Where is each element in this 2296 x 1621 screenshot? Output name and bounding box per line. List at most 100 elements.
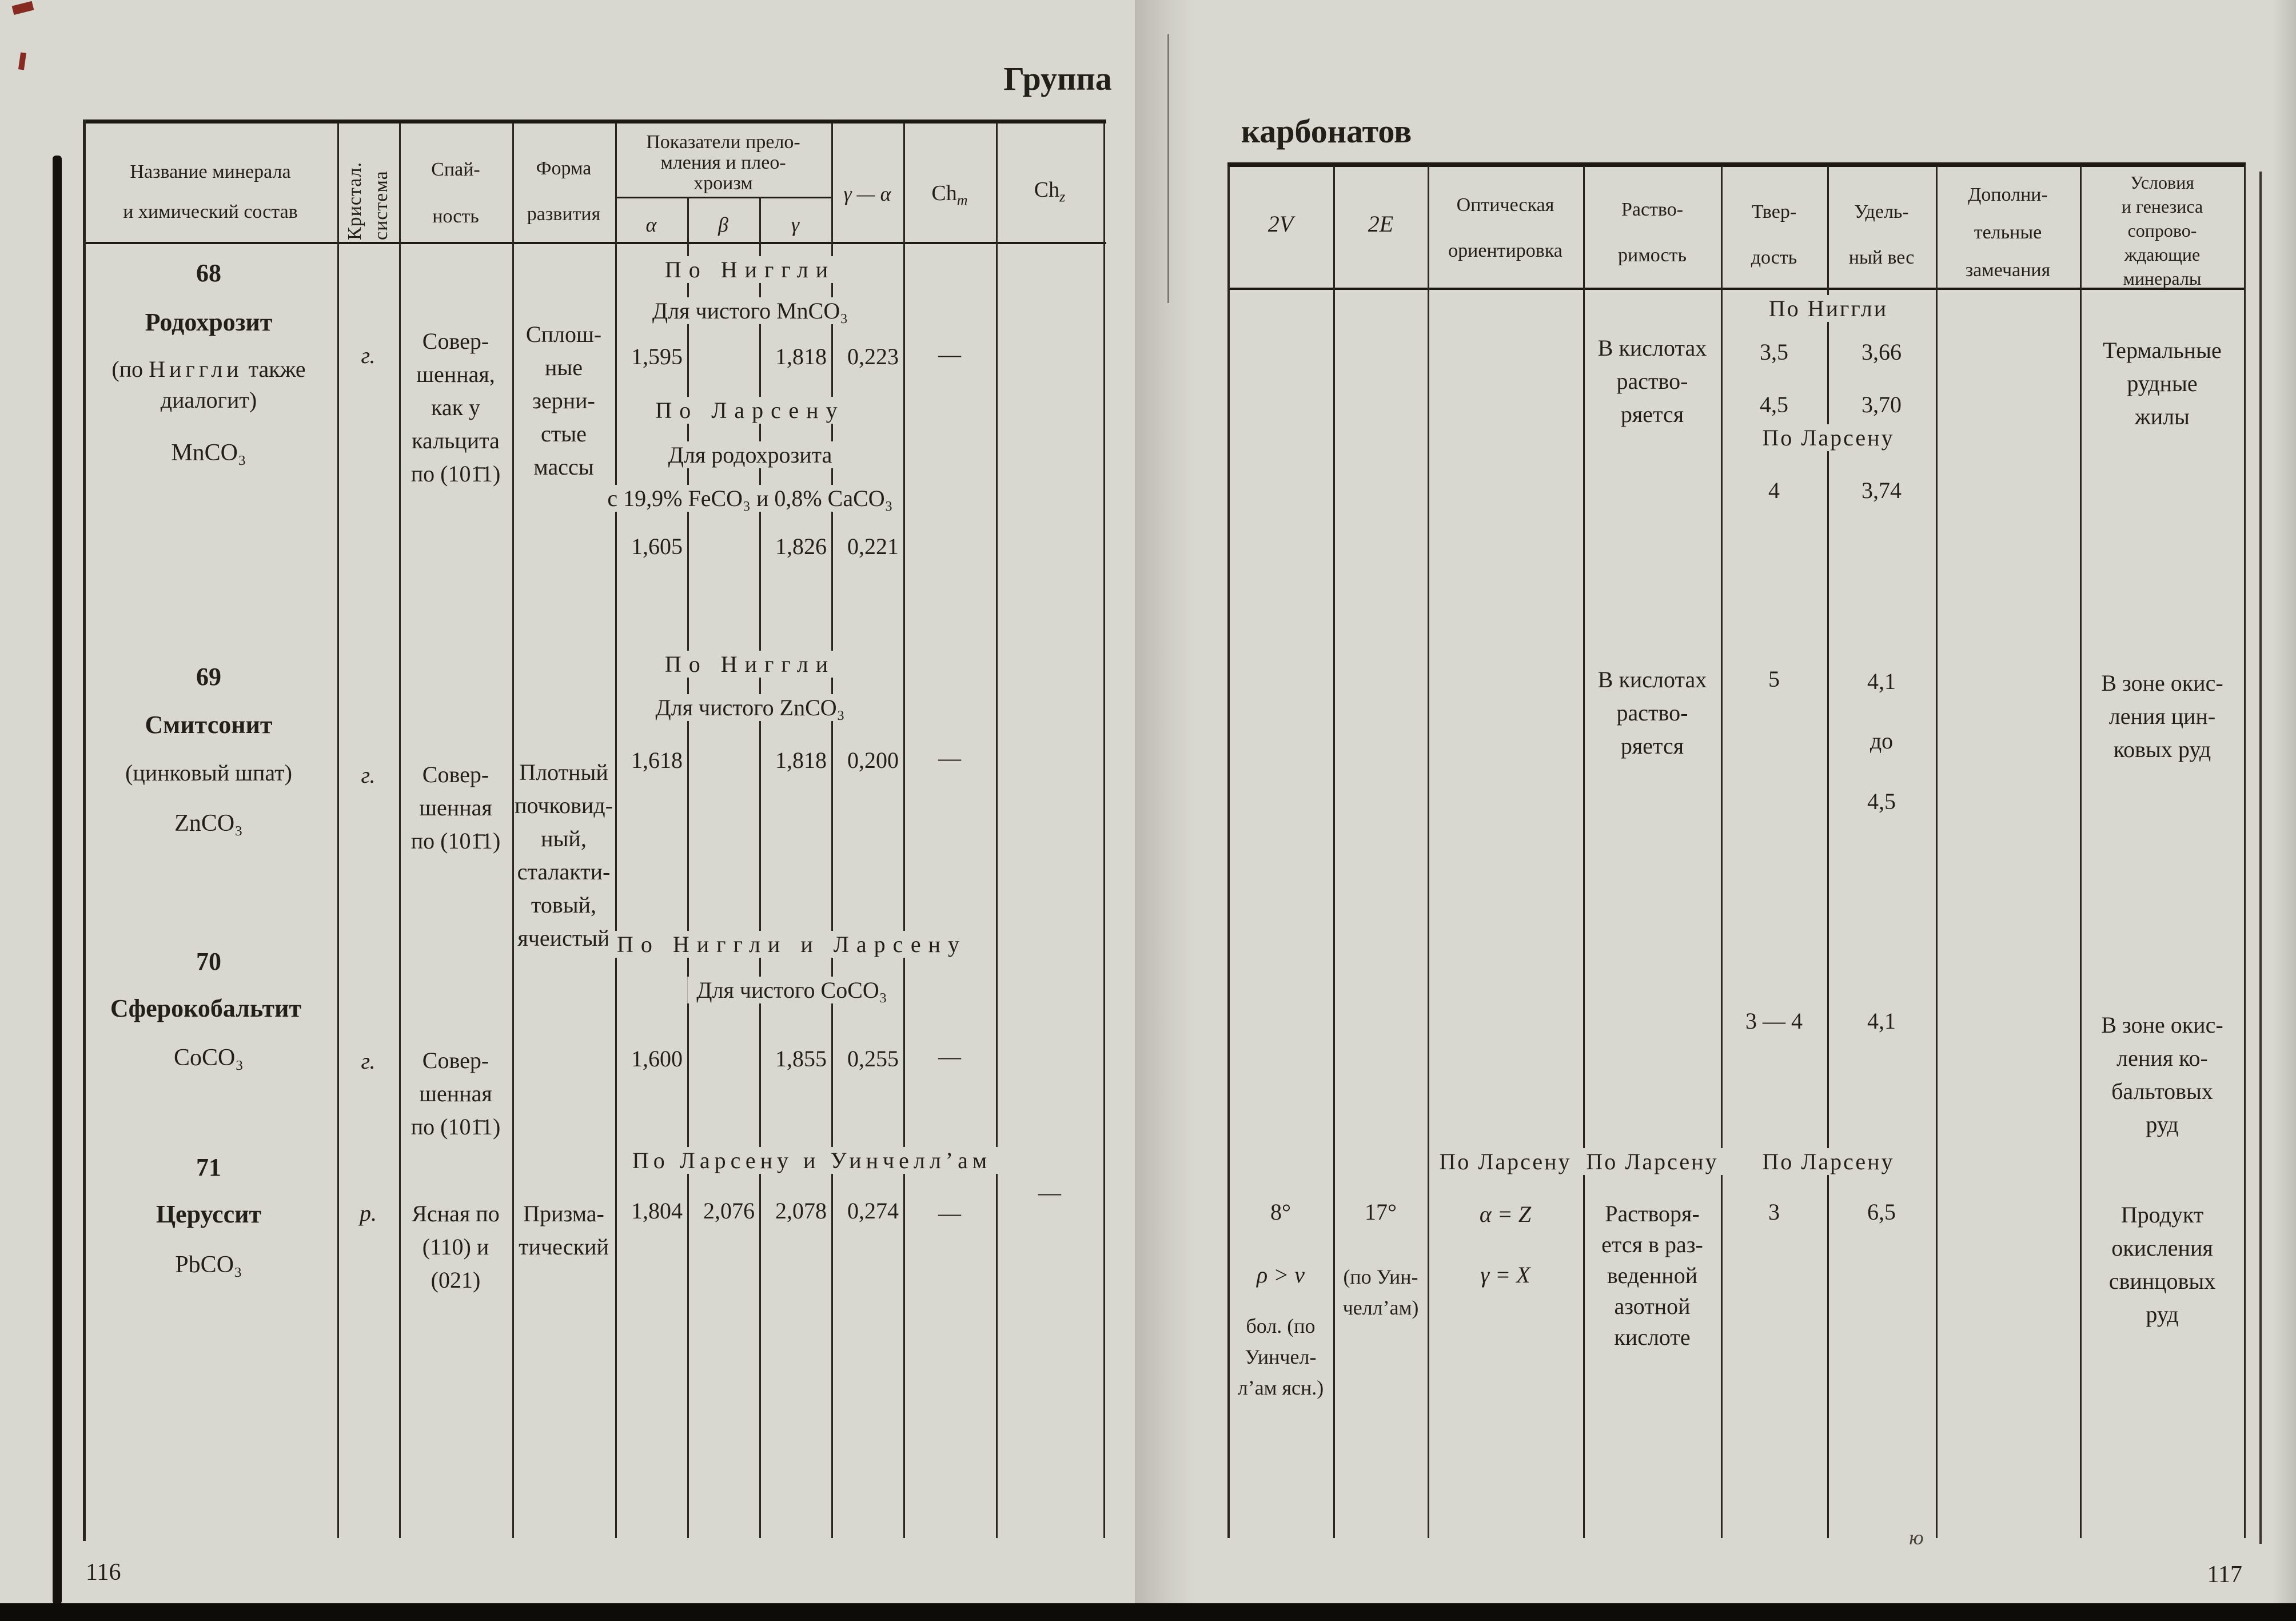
left-header-bottom-border (83, 242, 1106, 244)
header-chz: Chz (1034, 178, 1066, 205)
gamma-value: 1,818 (775, 344, 827, 369)
header-solubility-1: Раство- (1621, 199, 1684, 220)
section-heading: По Ниггли (655, 256, 845, 283)
optical-orientation-2: γ = X (1480, 1262, 1530, 1288)
header-gamma-minus-alpha: γ — α (843, 182, 891, 205)
left-table-top-border (83, 120, 1106, 124)
gutter-shadow (1135, 0, 1215, 1621)
header-optical-2: ориентировка (1448, 240, 1562, 261)
right-table-left-border (1227, 166, 1230, 1538)
section-heading: По Ларсену (1577, 1148, 1728, 1175)
birefringence-value: 0,223 (847, 344, 899, 369)
mineral-formula: CoCO₃ (173, 1045, 244, 1071)
conditions-value: В зоне окис- ления ко- бальтовых руд (2101, 1012, 2223, 1137)
section-subheading: с 19,9% FeCO₃ и 0,8% CaCO₃ (598, 485, 902, 512)
beta-value: 2,076 (703, 1198, 755, 1224)
column-line (1936, 166, 1938, 1538)
mineral-name: Церуссит (156, 1200, 262, 1228)
header-notes-2: тельные (1974, 222, 2042, 243)
column-line (1428, 166, 1429, 1538)
header-cleavage-1: Спай- (431, 159, 480, 180)
header-notes-1: Дополни- (1968, 184, 2048, 205)
solubility-value: В кислотах раство- ряется (1597, 667, 1707, 759)
2e-note: (по Уин- челл’ам) (1342, 1265, 1419, 1319)
header-form-1: Форма (536, 158, 592, 179)
solubility-value: Растворя- ется в раз- веденной азотной к… (1601, 1201, 1703, 1350)
header-density-2: ный вес (1848, 247, 1915, 268)
column-line (687, 197, 689, 1538)
gutter-crease-line (1167, 34, 1169, 303)
section-subheading: Для чистого CoCO₃ (687, 977, 896, 1003)
left-refraction-subline (615, 197, 831, 198)
right-header-bottom-border (1227, 288, 2246, 290)
mineral-number: 69 (196, 663, 221, 691)
header-mineral-name-2: и химический состав (123, 201, 298, 222)
cleavage-value: Ясная по (110) и (021) (412, 1201, 500, 1293)
2e-value: 17° (1365, 1199, 1397, 1225)
section-subheading: Для чистого ZnCO₃ (646, 694, 854, 721)
mineral-name: Сферокобальтит (110, 994, 302, 1022)
birefringence-value: 0,200 (847, 747, 899, 773)
spread-title-right: карбонатов (1241, 113, 1412, 150)
cleavage-value: Совер- шенная по (101̄1) (410, 1048, 501, 1140)
spread-title-left: Группа (1003, 60, 1112, 97)
header-refraction-2: мления и плео- (660, 152, 786, 173)
gamma-value: 1,826 (775, 533, 827, 559)
header-notes-3: замечания (1965, 260, 2051, 281)
section-heading: По Ниггли (1759, 295, 1898, 322)
chm-value: — (938, 745, 961, 771)
mineral-number: 68 (196, 259, 221, 287)
section-heading: По Ларсену (1753, 424, 1904, 451)
mineral-number: 70 (196, 947, 221, 975)
section-heading: По Ларсену (646, 397, 854, 424)
birefringence-value: 0,221 (847, 533, 899, 559)
gamma-value: 1,855 (775, 1046, 827, 1072)
header-chm: Chm (931, 181, 968, 209)
gamma-value: 2,078 (775, 1198, 827, 1224)
column-line (996, 123, 998, 1538)
section-heading: По Ларсену и Уинчелл’ам (623, 1147, 1001, 1174)
header-refraction-1: Показатели прело- (646, 132, 800, 153)
section-heading: По Ниггли и Ларсену (607, 931, 976, 958)
gamma-value: 1,818 (775, 747, 827, 773)
mineral-formula: ZnCO₃ (174, 810, 243, 837)
header-form-2: развития (527, 204, 601, 225)
column-line (337, 123, 339, 1538)
density-value: 3,74 (1861, 477, 1902, 503)
header-gamma: γ (791, 213, 800, 236)
column-line (1583, 166, 1585, 1538)
column-line (1827, 166, 1829, 1538)
header-2v: 2V (1267, 211, 1294, 237)
hardness-value: 5 (1768, 666, 1780, 692)
right-edge-shade (2273, 0, 2296, 1621)
left-table-left-border (83, 120, 86, 1541)
density-range-word: до (1870, 728, 1894, 754)
right-table-top-border (1227, 162, 2246, 167)
alpha-value: 1,600 (631, 1046, 683, 1072)
crystal-system-value: г. (361, 1048, 376, 1074)
column-line (1333, 166, 1335, 1538)
column-line (399, 123, 401, 1538)
right-page-edge-line (2259, 172, 2262, 1544)
left-page-edge-shadow (53, 156, 62, 1604)
mineral-number: 71 (196, 1153, 221, 1181)
hardness-value: 3 (1768, 1199, 1780, 1225)
density-value: 4,5 (1867, 788, 1896, 814)
chz-value: — (1038, 1180, 1061, 1205)
header-cleavage-2: ность (432, 206, 479, 227)
birefringence-value: 0,274 (847, 1198, 899, 1224)
hardness-value: 3 — 4 (1745, 1008, 1803, 1034)
conditions-value: Термальные рудные жилы (2103, 337, 2222, 429)
page-number-left: 116 (86, 1559, 121, 1586)
margin-mark: ю (1909, 1526, 1924, 1549)
red-mark-left (18, 52, 27, 70)
hardness-value: 4,5 (1760, 392, 1788, 417)
chm-value: — (938, 341, 961, 367)
density-value: 3,70 (1861, 392, 1902, 417)
density-value: 4,1 (1867, 668, 1896, 694)
left-table-right-border (1103, 123, 1105, 1538)
mineral-formula: PbCO₃ (175, 1252, 242, 1278)
page-number-right: 117 (2207, 1562, 2242, 1588)
cleavage-value: Совер- шенная, как у кальцита по (101̄1) (410, 328, 501, 487)
red-mark-top-left (11, 1, 34, 15)
